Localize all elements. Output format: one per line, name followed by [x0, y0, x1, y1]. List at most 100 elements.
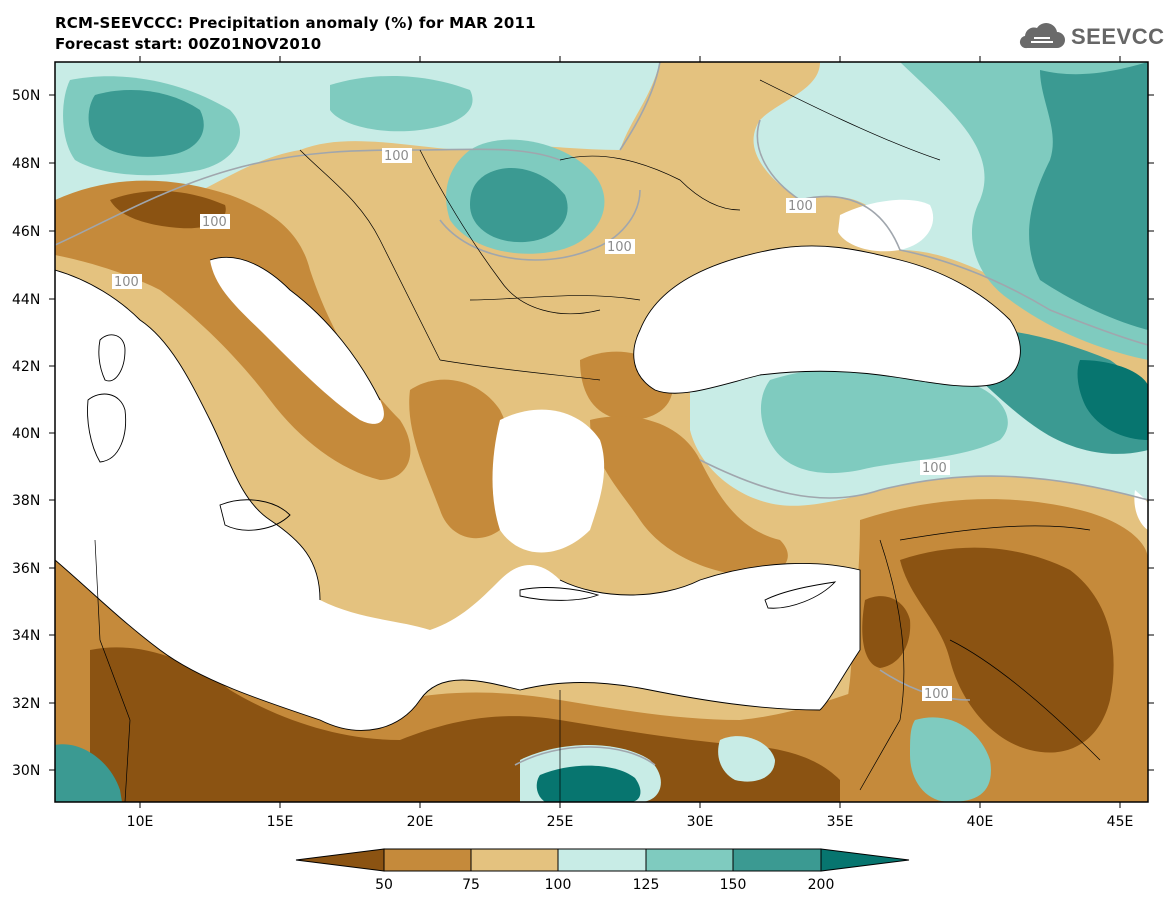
island-crete — [519, 587, 600, 601]
border — [859, 539, 905, 791]
island-sardinia — [87, 393, 127, 463]
border — [899, 525, 1091, 541]
colorbar — [295, 848, 910, 872]
cloud-icon — [1019, 23, 1065, 49]
border — [419, 149, 601, 315]
sea-black-sea — [633, 245, 1021, 394]
lon-axis: 10E 15E 20E 25E 30E 35E 40E 45E — [127, 56, 1134, 830]
field-west-turkey-dry — [590, 416, 788, 576]
lat-tick-label: 30N — [12, 763, 40, 779]
colorbar-label: 75 — [462, 877, 480, 893]
contour-line — [439, 189, 641, 261]
contour-label: 100 — [607, 240, 632, 255]
contour-label: 100 — [384, 149, 409, 164]
colorbar-label: 50 — [375, 877, 393, 893]
colorbar-segment-below-50 — [295, 848, 385, 872]
island-cyprus — [764, 581, 837, 609]
contour-label: 100 — [922, 461, 947, 476]
sea-aegean — [492, 409, 605, 553]
field-east-verywet — [1029, 62, 1148, 330]
contour-labels: 100 100 100 100 100 100 100 — [112, 148, 952, 702]
lon-tick-label: 35E — [827, 814, 854, 830]
colorbar-segment-above-200 — [820, 848, 910, 872]
field-tunisia-wet — [55, 744, 122, 802]
border — [559, 155, 741, 211]
border — [949, 639, 1101, 761]
border — [94, 539, 131, 802]
coastlines — [55, 245, 1021, 731]
seevccc-logo: SEEVCCC — [1017, 22, 1165, 52]
coastline — [559, 563, 861, 711]
sea-caspian-edge — [1134, 490, 1148, 530]
contour-line — [756, 119, 1148, 346]
contour-line — [619, 62, 661, 151]
field-syria-verydry — [862, 596, 911, 668]
field-ukraine-wet — [330, 75, 473, 132]
colorbar-segment-75-100 — [470, 848, 559, 872]
lat-tick-label: 34N — [12, 628, 40, 644]
contour-label: 100 — [788, 199, 813, 214]
island-corsica — [98, 334, 126, 382]
coastline — [55, 269, 321, 601]
lon-tick-label: 40E — [967, 814, 994, 830]
map-frame — [54, 61, 1149, 803]
lon-tick-label: 45E — [1107, 814, 1134, 830]
field-greece-dry — [409, 379, 515, 539]
field-anatolia-wetcore — [760, 368, 1008, 474]
lon-tick-label: 30E — [687, 814, 714, 830]
border — [469, 295, 641, 301]
field-italy-dry — [55, 180, 411, 480]
colorbar-label: 200 — [808, 877, 835, 893]
coastline — [633, 245, 1021, 394]
lat-tick-label: 50N — [12, 88, 40, 104]
lat-tick-label: 36N — [12, 561, 40, 577]
colorbar-segment-50-75 — [383, 848, 472, 872]
island-sicily — [219, 499, 291, 531]
lat-tick-label: 42N — [12, 359, 40, 375]
lat-tick-label: 32N — [12, 696, 40, 712]
field-levant-verydry — [900, 547, 1114, 753]
lat-tick-label: 38N — [12, 493, 40, 509]
field-sinai-wet — [718, 736, 775, 782]
colorbar-label: 150 — [720, 877, 747, 893]
contour-line — [514, 746, 656, 766]
contour-line — [55, 148, 561, 246]
lat-tick-label: 40N — [12, 426, 40, 442]
contour-line — [699, 459, 1148, 501]
lon-tick-label: 15E — [267, 814, 294, 830]
lat-tick-label: 48N — [12, 156, 40, 172]
colorbar-label: 125 — [633, 877, 660, 893]
field-jordan-wet — [910, 717, 991, 802]
contour-label: 100 — [924, 687, 949, 702]
colorbar-segment-150-200 — [732, 848, 822, 872]
colorbar-segment-125-150 — [645, 848, 734, 872]
colorbar-segment-100-125 — [557, 848, 647, 872]
lat-axis: 50N 48N 46N 44N 42N 40N 38N 36N 34N 32N … — [12, 88, 1154, 779]
border — [439, 359, 601, 381]
field-alps-verywet — [88, 90, 204, 157]
lon-tick-label: 10E — [127, 814, 154, 830]
sea-tyrrhenian-adriatic — [55, 257, 860, 731]
lat-tick-label: 44N — [12, 292, 40, 308]
border — [299, 149, 441, 361]
contour-label: 100 — [202, 215, 227, 230]
coastline — [209, 256, 381, 401]
contour-lines — [55, 62, 1148, 766]
borders — [94, 79, 1101, 802]
colorbar-label: 100 — [545, 877, 572, 893]
field-alps-verydry — [110, 190, 226, 229]
lon-tick-label: 25E — [547, 814, 574, 830]
lat-tick-label: 46N — [12, 224, 40, 240]
lon-tick-label: 20E — [407, 814, 434, 830]
border — [759, 79, 941, 161]
field-hungary-verywet — [470, 167, 568, 243]
coastline — [55, 559, 821, 731]
colorbar-labels: 50 75 100 125 150 200 — [375, 877, 834, 893]
field-egypt-verywet — [536, 765, 641, 802]
logo-text: SEEVCCC — [1071, 24, 1165, 49]
forecast-start-label: Forecast start: 00Z01NOV2010 — [55, 35, 322, 53]
field-caucasus-extreme — [1077, 360, 1148, 440]
map-title: RCM-SEEVCCC: Precipitation anomaly (%) f… — [55, 14, 536, 32]
contour-label: 100 — [114, 275, 139, 290]
